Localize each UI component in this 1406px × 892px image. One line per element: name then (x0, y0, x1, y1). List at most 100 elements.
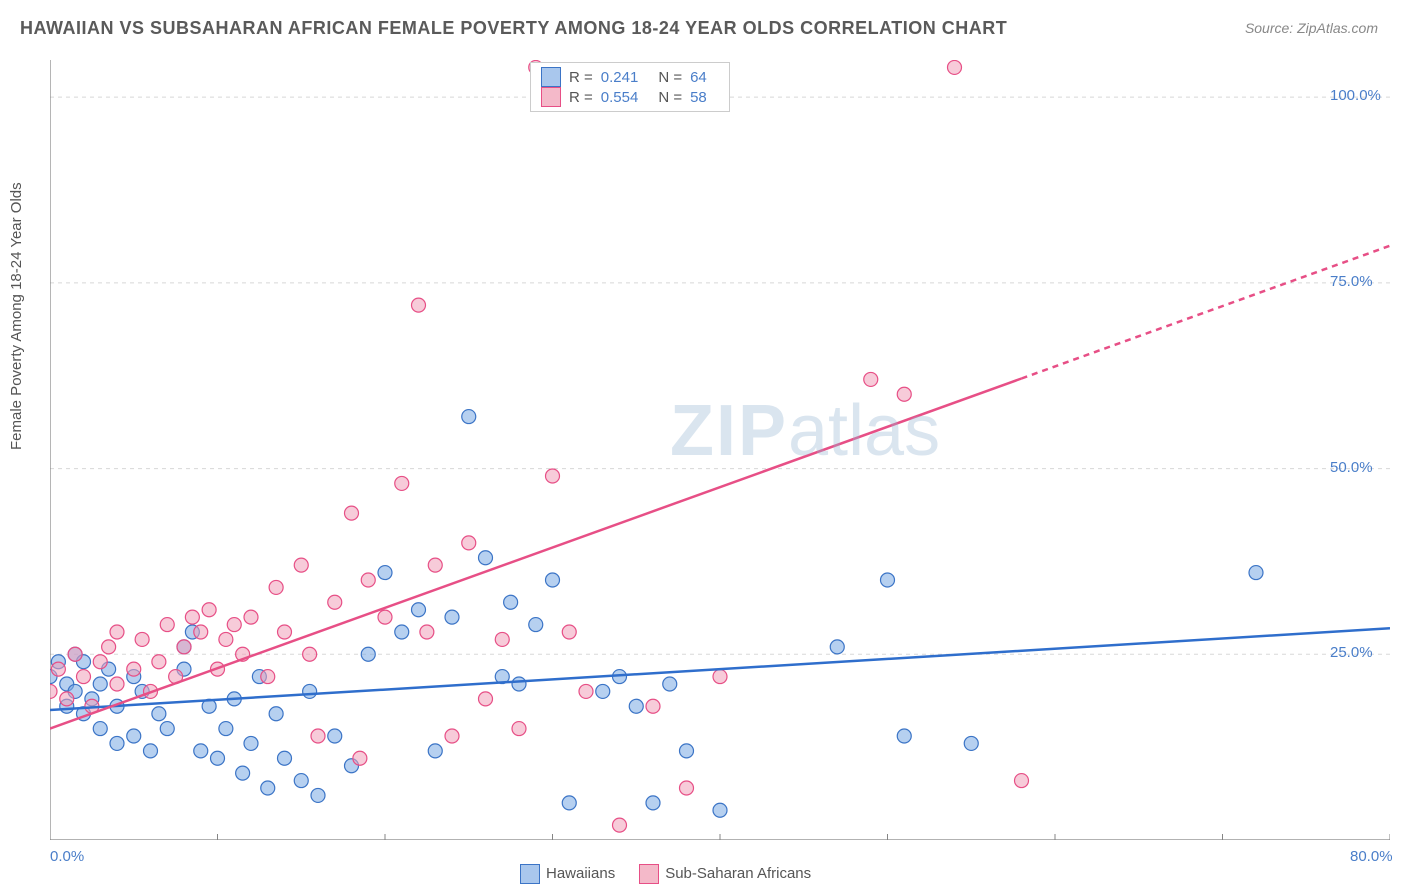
data-point (864, 372, 878, 386)
data-point (303, 684, 317, 698)
legend-swatch (541, 87, 561, 107)
legend-label: Sub-Saharan Africans (665, 865, 811, 882)
data-point (278, 751, 292, 765)
data-point (135, 632, 149, 646)
data-point (51, 662, 65, 676)
y-axis-label: Female Poverty Among 18-24 Year Olds (8, 182, 25, 450)
data-point (479, 692, 493, 706)
y-tick-label: 100.0% (1330, 87, 1381, 104)
data-point (219, 722, 233, 736)
data-point (546, 469, 560, 483)
data-point (261, 670, 275, 684)
data-point (948, 60, 962, 74)
y-tick-label: 50.0% (1330, 459, 1373, 476)
legend-swatch (541, 67, 561, 87)
data-point (562, 625, 576, 639)
data-point (110, 625, 124, 639)
data-point (412, 603, 426, 617)
data-point (562, 796, 576, 810)
trend-line (50, 379, 1022, 729)
trend-line-extrapolated (1022, 246, 1391, 379)
data-point (202, 603, 216, 617)
data-point (127, 729, 141, 743)
data-point (328, 595, 342, 609)
legend-item: Hawaiians (520, 864, 615, 884)
source-label: Source: ZipAtlas.com (1245, 20, 1378, 36)
n-label: N = (658, 69, 682, 86)
r-label: R = (569, 69, 593, 86)
data-point (219, 632, 233, 646)
data-point (160, 722, 174, 736)
chart-title: HAWAIIAN VS SUBSAHARAN AFRICAN FEMALE PO… (20, 18, 1007, 39)
data-point (152, 655, 166, 669)
data-point (269, 580, 283, 594)
x-tick-label: 80.0% (1350, 848, 1393, 865)
data-point (479, 551, 493, 565)
data-point (613, 818, 627, 832)
data-point (395, 625, 409, 639)
data-point (102, 640, 116, 654)
r-value: 0.241 (601, 69, 639, 86)
scatter-plot (50, 60, 1390, 840)
legend-label: Hawaiians (546, 865, 615, 882)
data-point (77, 670, 91, 684)
data-point (269, 707, 283, 721)
r-label: R = (569, 89, 593, 106)
data-point (294, 558, 308, 572)
data-point (596, 684, 610, 698)
data-point (311, 729, 325, 743)
data-point (512, 677, 526, 691)
trend-line (50, 628, 1390, 710)
y-tick-label: 75.0% (1330, 273, 1373, 290)
data-point (529, 618, 543, 632)
data-point (378, 566, 392, 580)
data-point (211, 751, 225, 765)
data-point (512, 722, 526, 736)
data-point (361, 573, 375, 587)
data-point (60, 692, 74, 706)
data-point (1015, 774, 1029, 788)
data-point (680, 781, 694, 795)
data-point (964, 736, 978, 750)
correlation-legend: R =0.241N =64R =0.554N =58 (530, 62, 730, 112)
n-value: 58 (690, 89, 707, 106)
data-point (646, 796, 660, 810)
data-point (127, 662, 141, 676)
data-point (830, 640, 844, 654)
legend-row: R =0.554N =58 (541, 87, 719, 107)
legend-swatch (520, 864, 540, 884)
data-point (194, 625, 208, 639)
series-legend: Hawaiians Sub-Saharan Africans (520, 864, 811, 884)
data-point (261, 781, 275, 795)
data-point (412, 298, 426, 312)
data-point (445, 610, 459, 624)
chart-container: HAWAIIAN VS SUBSAHARAN AFRICAN FEMALE PO… (0, 0, 1406, 892)
data-point (311, 788, 325, 802)
data-point (50, 684, 57, 698)
data-point (152, 707, 166, 721)
data-point (546, 573, 560, 587)
data-point (646, 699, 660, 713)
data-point (244, 736, 258, 750)
data-point (897, 387, 911, 401)
data-point (462, 536, 476, 550)
data-point (445, 729, 459, 743)
data-point (420, 625, 434, 639)
data-point (629, 699, 643, 713)
data-point (185, 610, 199, 624)
data-point (160, 618, 174, 632)
r-value: 0.554 (601, 89, 639, 106)
data-point (110, 677, 124, 691)
data-point (144, 744, 158, 758)
data-point (663, 677, 677, 691)
data-point (110, 736, 124, 750)
legend-swatch (639, 864, 659, 884)
data-point (236, 766, 250, 780)
data-point (378, 610, 392, 624)
legend-row: R =0.241N =64 (541, 67, 719, 87)
data-point (428, 744, 442, 758)
data-point (504, 595, 518, 609)
data-point (345, 506, 359, 520)
data-point (177, 640, 191, 654)
data-point (897, 729, 911, 743)
